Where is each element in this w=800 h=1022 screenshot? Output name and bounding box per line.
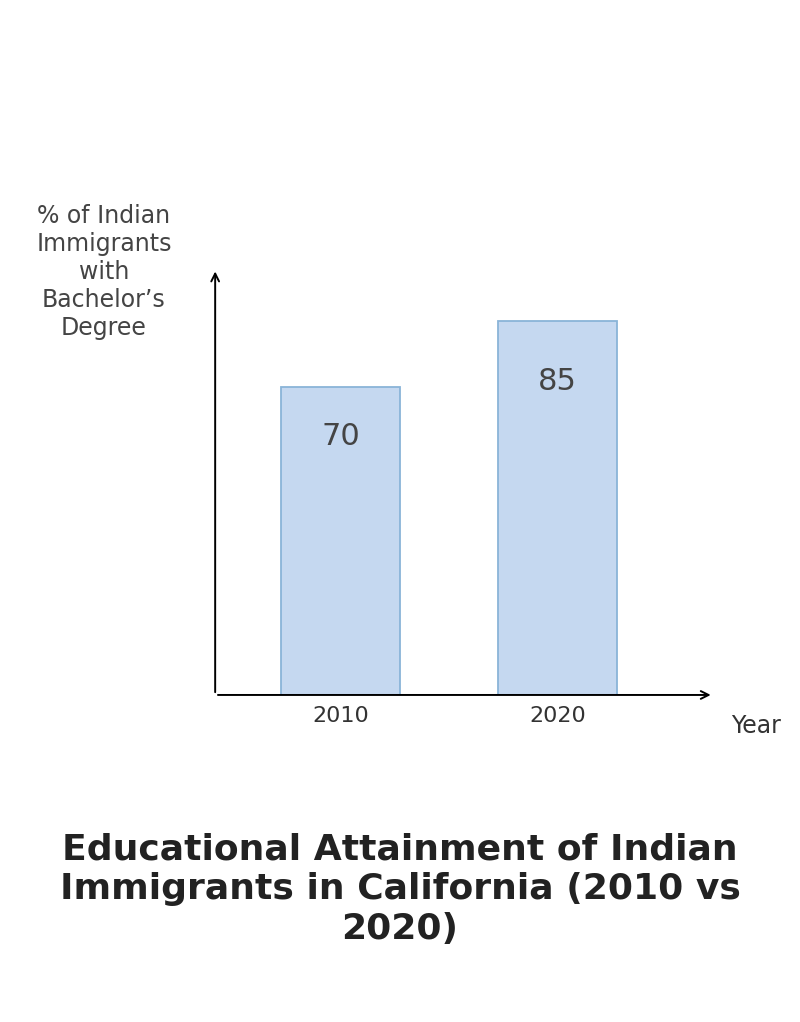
Text: % of Indian
Immigrants
with
Bachelor’s
Degree: % of Indian Immigrants with Bachelor’s D…: [36, 204, 172, 339]
Text: Educational Attainment of Indian
Immigrants in California (2010 vs
2020): Educational Attainment of Indian Immigra…: [59, 833, 741, 945]
Text: Year: Year: [731, 713, 781, 738]
Text: 70: 70: [322, 422, 360, 451]
Bar: [498, 321, 617, 695]
Text: 85: 85: [538, 367, 577, 396]
Bar: [282, 387, 401, 695]
